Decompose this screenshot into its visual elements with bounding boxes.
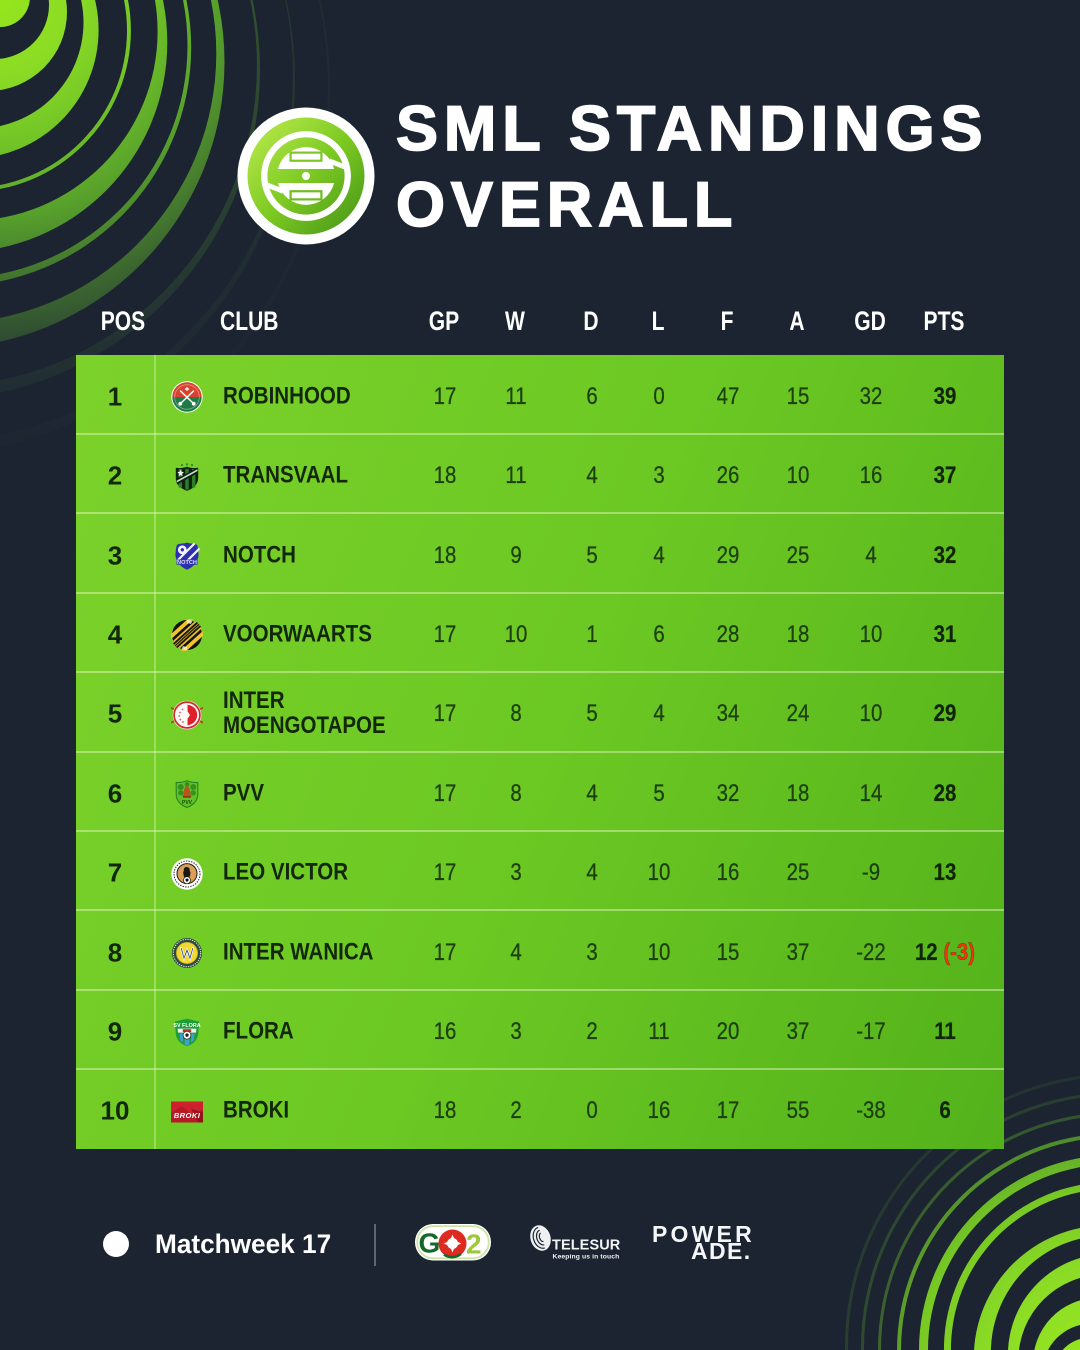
svg-text:2: 2 [466, 1229, 482, 1260]
svg-text:TELESUR: TELESUR [552, 1238, 621, 1254]
svg-text:BROKI: BROKI [173, 1111, 200, 1120]
svg-text:SV FLORA: SV FLORA [173, 1024, 200, 1030]
svg-text:G: G [419, 1228, 441, 1259]
svg-text:Keeping us in touch: Keeping us in touch [553, 1254, 620, 1261]
svg-text:PVV: PVV [181, 800, 192, 806]
svg-text:NOTCH: NOTCH [177, 560, 197, 566]
